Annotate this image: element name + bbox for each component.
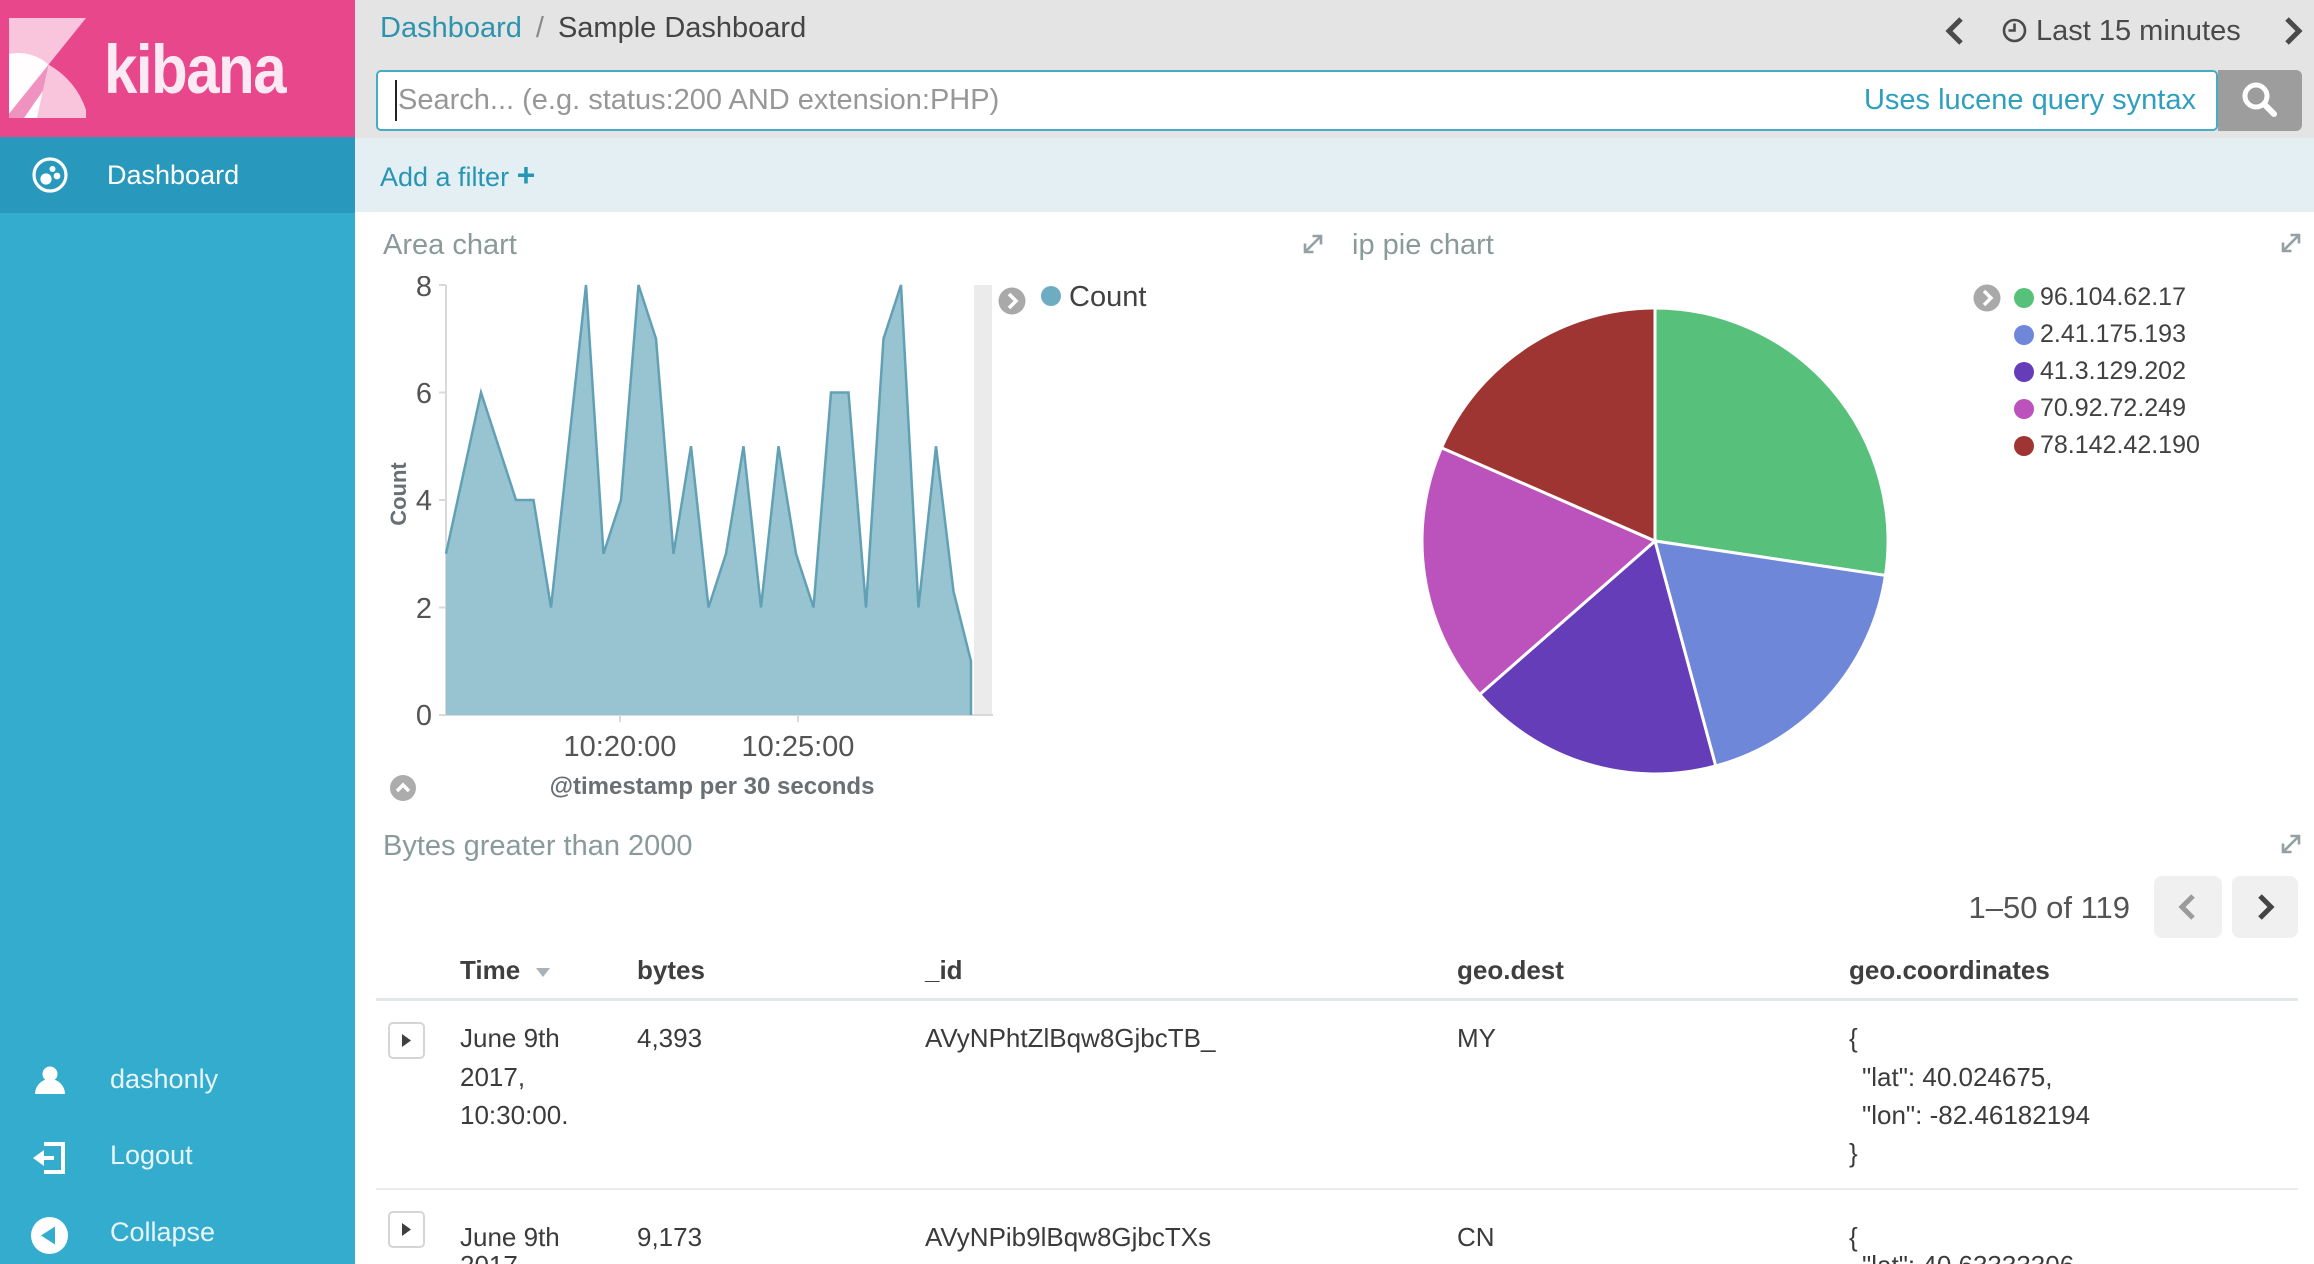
svg-text:4: 4 <box>416 485 432 517</box>
svg-text:Count: Count <box>386 462 411 526</box>
svg-text:8: 8 <box>416 276 432 303</box>
svg-text:@timestamp per 30 seconds: @timestamp per 30 seconds <box>550 773 875 800</box>
svg-text:6: 6 <box>416 378 432 410</box>
svg-text:2: 2 <box>416 593 432 625</box>
svg-text:10:25:00: 10:25:00 <box>742 731 855 763</box>
svg-text:10:20:00: 10:20:00 <box>564 731 677 763</box>
svg-text:0: 0 <box>416 700 432 732</box>
